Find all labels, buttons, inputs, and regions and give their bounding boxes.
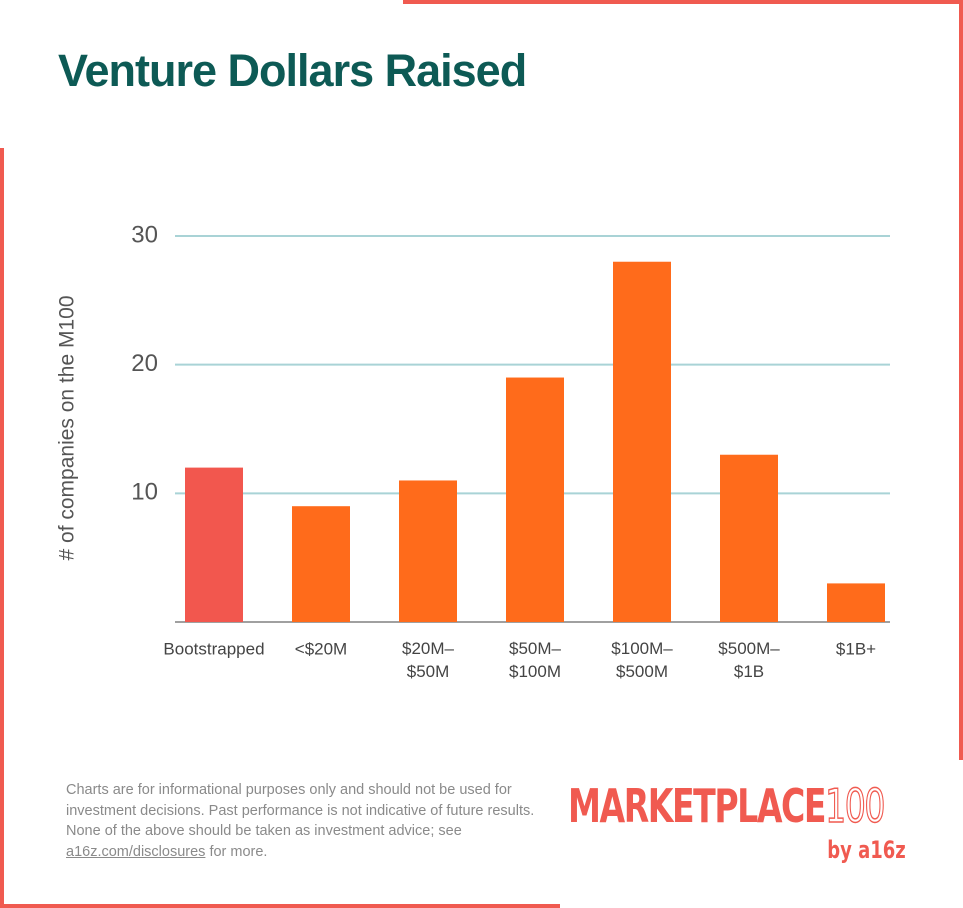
x-tick-label: $100M– $500M (611, 639, 673, 681)
x-tick-label: $50M– $100M (509, 639, 562, 681)
disclaimer-text: for more. (205, 843, 268, 860)
disclaimer-text: Charts are for informational purposes on… (66, 782, 535, 839)
logo: MARKETPLACE100 by a16z (568, 778, 908, 864)
y-tick-label: 30 (131, 221, 158, 248)
disclaimer: Charts are for informational purposes on… (66, 780, 536, 862)
y-tick-label: 10 (131, 479, 158, 506)
logo-word: MARKETPLACE100 (568, 778, 886, 834)
y-axis-title: # of companies on the M100 (56, 295, 79, 560)
bar (720, 454, 778, 622)
x-tick-label: Bootstrapped (163, 639, 264, 658)
bar (185, 467, 243, 622)
logo-by: by a16z (827, 836, 906, 864)
x-tick-label: $1B+ (836, 639, 876, 658)
x-tick-label: <$20M (295, 639, 347, 658)
x-tick-label: $500M– $1B (718, 639, 780, 681)
bar (506, 377, 564, 622)
chart-title: Venture Dollars Raised (58, 45, 526, 96)
x-tick-label: $20M– $50M (402, 639, 455, 681)
disclosure-link[interactable]: a16z.com/disclosures (66, 843, 206, 860)
logo-number: 100 (825, 778, 886, 834)
bar (827, 583, 885, 622)
y-tick-label: 20 (131, 350, 158, 377)
bar (292, 506, 350, 622)
logo-word-text: MARKETPLACE (568, 779, 827, 833)
bar (399, 480, 457, 622)
bar (613, 261, 671, 622)
